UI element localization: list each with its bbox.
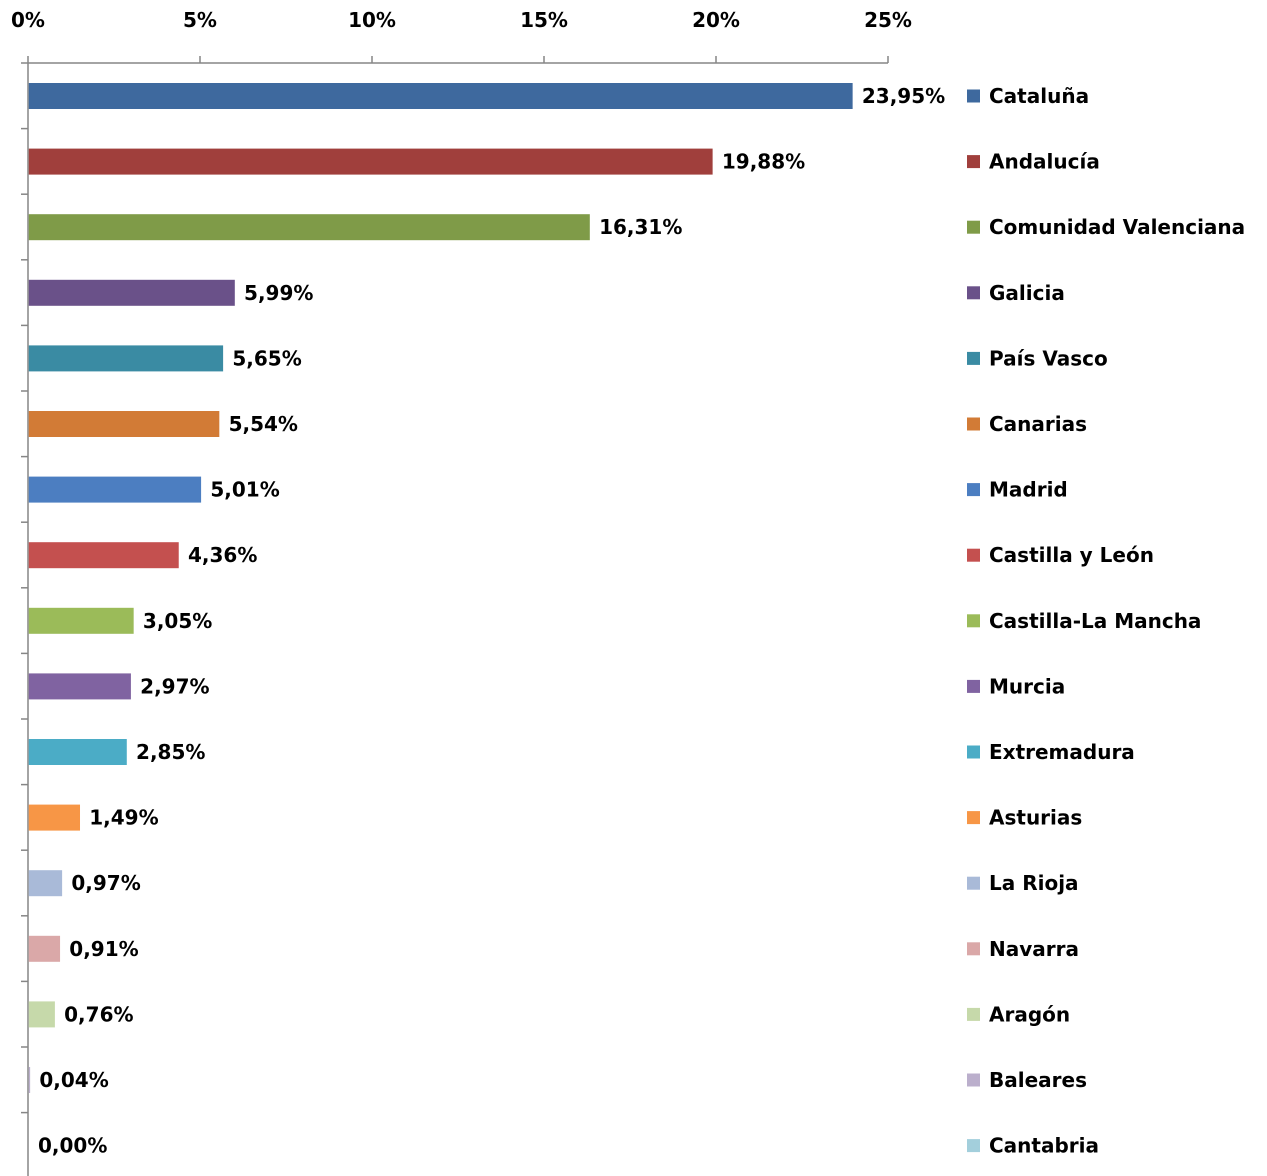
legend-swatch: [967, 811, 980, 825]
legend-entry: Comunidad Valenciana: [989, 215, 1245, 239]
data-label: 19,88%: [722, 150, 805, 174]
bar: [28, 673, 131, 700]
data-label: 5,65%: [232, 346, 301, 370]
legend-entry: Cataluña: [989, 84, 1089, 108]
legend-entry: Cantabria: [989, 1134, 1099, 1158]
legend-swatch: [967, 89, 980, 103]
legend-entry: Galicia: [989, 281, 1065, 305]
y-axis: [21, 62, 29, 1176]
bar: [28, 279, 235, 306]
x-tick-label: 10%: [348, 8, 396, 32]
data-label: 1,49%: [89, 806, 158, 830]
data-label: 0,91%: [69, 937, 138, 961]
bar: [28, 411, 220, 437]
legend-entry: Madrid: [989, 478, 1068, 502]
bar: [28, 870, 63, 897]
data-label: 0,97%: [71, 871, 140, 895]
data-label: 2,85%: [136, 740, 205, 764]
legend-swatch: [967, 614, 980, 628]
data-label: 5,99%: [244, 281, 313, 305]
data-label: 0,04%: [39, 1068, 108, 1092]
legend-swatch: [967, 351, 980, 365]
legend-entry: Baleares: [989, 1068, 1087, 1092]
x-tick-label: 20%: [692, 8, 740, 32]
legend-swatch: [967, 1139, 980, 1153]
legend-entry: Andalucía: [989, 150, 1100, 174]
legend-entry: Navarra: [989, 937, 1079, 961]
bar: [28, 542, 179, 569]
bar: [28, 1001, 55, 1028]
x-tick-label: 5%: [183, 8, 217, 32]
bar: [28, 214, 590, 241]
bar: [28, 607, 134, 634]
data-label: 0,00%: [38, 1134, 107, 1158]
data-label: 5,01%: [210, 478, 279, 502]
bar: [28, 345, 224, 372]
legend: Cataluña Andalucía Comunidad Valenciana Gal…: [967, 84, 1245, 1158]
legend-swatch: [967, 1073, 980, 1087]
bar: [28, 1067, 31, 1093]
legend-swatch: [967, 286, 980, 300]
legend-swatch: [967, 745, 980, 759]
bar: [28, 476, 202, 503]
legend-swatch: [967, 548, 980, 562]
x-tick-label: 0%: [11, 8, 45, 32]
legend-entry: La Rioja: [989, 871, 1079, 895]
data-label: 3,05%: [143, 609, 212, 633]
legend-entry: Murcia: [989, 674, 1065, 698]
data-label: 23,95%: [862, 84, 945, 108]
data-label: 0,76%: [64, 1002, 133, 1026]
legend-swatch: [967, 220, 980, 234]
legend-entry: Aragón: [989, 1002, 1070, 1026]
x-axis: 0% 5% 10% 15% 20% 25%: [11, 8, 912, 64]
bar: [28, 804, 81, 831]
legend-swatch: [967, 1007, 980, 1021]
legend-entry: Extremadura: [989, 740, 1135, 764]
x-tick-label: 15%: [520, 8, 568, 32]
legend-swatch: [967, 417, 980, 431]
bars: [28, 83, 853, 1093]
legend-entry: Castilla-La Mancha: [989, 609, 1201, 633]
legend-swatch: [967, 483, 980, 497]
data-labels: 23,95% 19,88% 16,31% 5,99% 5,65% 5,54% 5,01% 4,…: [38, 84, 945, 1158]
data-label: 16,31%: [599, 215, 682, 239]
data-label: 2,97%: [140, 674, 209, 698]
bar: [28, 935, 61, 962]
bar: [28, 148, 713, 175]
legend-swatch: [967, 876, 980, 890]
legend-swatch: [967, 155, 980, 169]
legend-swatch: [967, 679, 980, 693]
legend-entry: Asturias: [989, 806, 1082, 830]
x-tick-label: 25%: [864, 8, 912, 32]
legend-entry: Castilla y León: [989, 543, 1154, 567]
data-label: 5,54%: [229, 412, 298, 436]
legend-swatch: [967, 942, 980, 956]
data-label: 4,36%: [188, 543, 257, 567]
bar: [28, 83, 853, 109]
legend-entry: País Vasco: [989, 346, 1108, 370]
bar: [28, 739, 127, 765]
legend-entry: Canarias: [989, 412, 1087, 436]
